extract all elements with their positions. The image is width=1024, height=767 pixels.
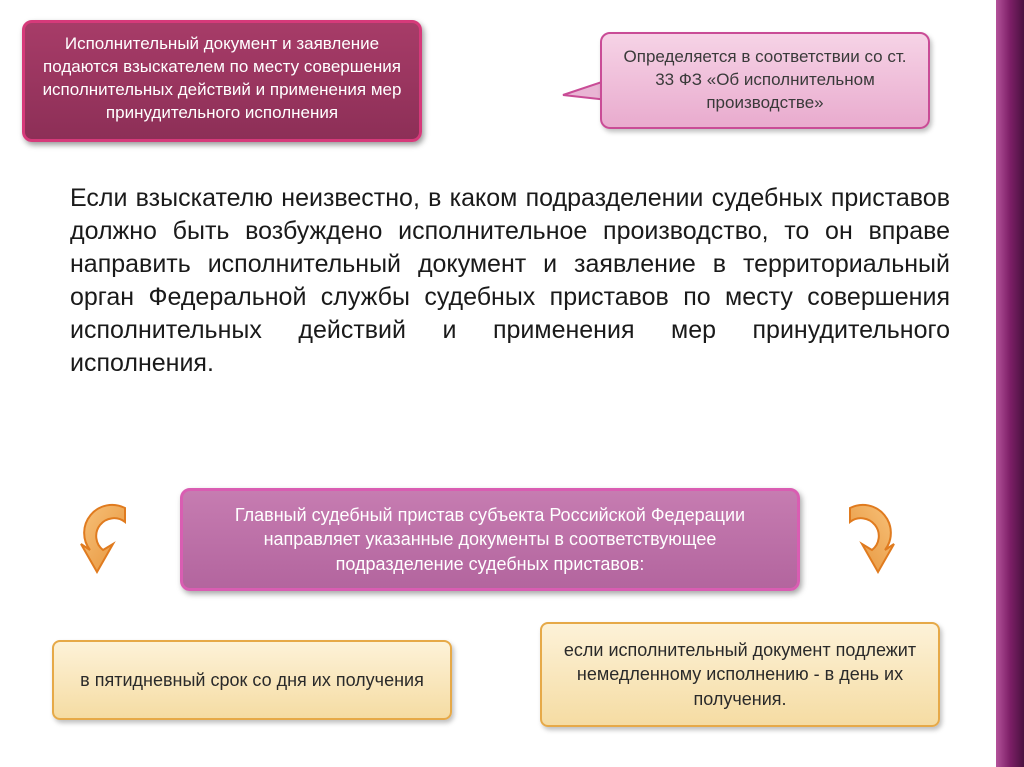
five-day-term-box: в пятидневный срок со дня их получения [52, 640, 452, 720]
legal-reference-text: Определяется в соответствии со ст. 33 ФЗ… [624, 47, 907, 112]
curved-arrow-left-icon [75, 500, 145, 580]
main-paragraph-text: Если взыскателю неизвестно, в каком подр… [70, 184, 950, 377]
curved-arrow-right-icon [830, 500, 900, 580]
main-paragraph: Если взыскателю неизвестно, в каком подр… [70, 182, 950, 380]
legal-reference-callout: Определяется в соответствии со ст. 33 ФЗ… [600, 32, 930, 129]
immediate-execution-box: если исполнительный документ подлежит не… [540, 622, 940, 727]
five-day-term-text: в пятидневный срок со дня их получения [80, 670, 424, 690]
chief-bailiff-box: Главный судебный пристав субъекта Россий… [180, 488, 800, 591]
executive-document-box: Исполнительный документ и заявление пода… [22, 20, 422, 142]
immediate-execution-text: если исполнительный документ подлежит не… [564, 640, 916, 709]
executive-document-text: Исполнительный документ и заявление пода… [43, 34, 402, 122]
chief-bailiff-text: Главный судебный пристав субъекта Россий… [235, 505, 745, 574]
right-decoration-strip [996, 0, 1024, 767]
